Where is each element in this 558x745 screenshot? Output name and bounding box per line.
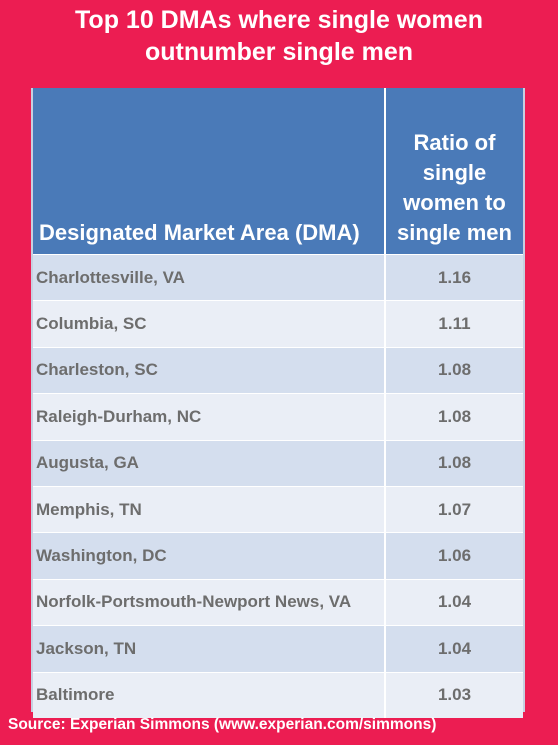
dma-name-cell: Raleigh-Durham, NC: [33, 393, 386, 441]
table-body: Charlottesville, VA 1.16 Columbia, SC 1.11 C…: [33, 253, 523, 718]
table-row: Columbia, SC 1.11: [33, 300, 523, 348]
dma-name-cell: Norfolk-Portsmouth-Newport News, VA: [33, 578, 386, 626]
ratio-value-cell: 1.11: [385, 300, 523, 348]
table-row: Norfolk-Portsmouth-Newport News, VA 1.04: [33, 578, 523, 626]
dma-name-cell: Augusta, GA: [33, 439, 386, 487]
table-row: Memphis, TN 1.07: [33, 485, 523, 533]
chart-title: Top 10 DMAs where single women outnumber…: [0, 4, 558, 68]
column-header-ratio: Ratio of single women to single men: [385, 88, 523, 255]
chart-title-line-1: Top 10 DMAs where single women: [75, 6, 483, 34]
table-row: Augusta, GA 1.08: [33, 439, 523, 487]
dma-name-cell: Columbia, SC: [33, 300, 386, 348]
source-note: Source: Experian Simmons (www.experian.c…: [8, 716, 437, 733]
ratio-value-cell: 1.04: [385, 578, 523, 626]
dma-name-cell: Baltimore: [33, 671, 386, 718]
table-row: Raleigh-Durham, NC 1.08: [33, 393, 523, 441]
ratio-value-cell: 1.16: [385, 253, 523, 301]
dma-name-cell: Memphis, TN: [33, 485, 386, 533]
column-header-ratio-label: Ratio of single women to single men: [397, 130, 512, 245]
ratio-value-cell: 1.08: [385, 439, 523, 487]
chart-title-line-2: outnumber single men: [144, 38, 414, 66]
dma-name-cell: Charlottesville, VA: [33, 253, 386, 301]
table-row: Charleston, SC 1.08: [33, 346, 523, 394]
table-header-row: Designated Market Area (DMA) Ratio of si…: [33, 88, 523, 255]
dma-name-cell: Charleston, SC: [33, 346, 386, 394]
ratio-value-cell: 1.03: [385, 671, 523, 718]
ratio-value-cell: 1.08: [385, 393, 523, 441]
table-row: Washington, DC 1.06: [33, 532, 523, 580]
dma-name-cell: Washington, DC: [33, 532, 386, 580]
column-header-dma: Designated Market Area (DMA): [33, 88, 386, 255]
dma-ratio-table: Designated Market Area (DMA) Ratio of si…: [33, 88, 523, 718]
ratio-value-cell: 1.04: [385, 625, 523, 673]
ratio-value-cell: 1.06: [385, 532, 523, 580]
dma-table-container: Designated Market Area (DMA) Ratio of si…: [31, 88, 525, 718]
ratio-value-cell: 1.07: [385, 485, 523, 533]
table-row: Charlottesville, VA 1.16: [33, 253, 523, 301]
ratio-value-cell: 1.08: [385, 346, 523, 394]
table-row: Baltimore 1.03: [33, 671, 523, 718]
table-row: Jackson, TN 1.04: [33, 625, 523, 673]
dma-name-cell: Jackson, TN: [33, 625, 386, 673]
